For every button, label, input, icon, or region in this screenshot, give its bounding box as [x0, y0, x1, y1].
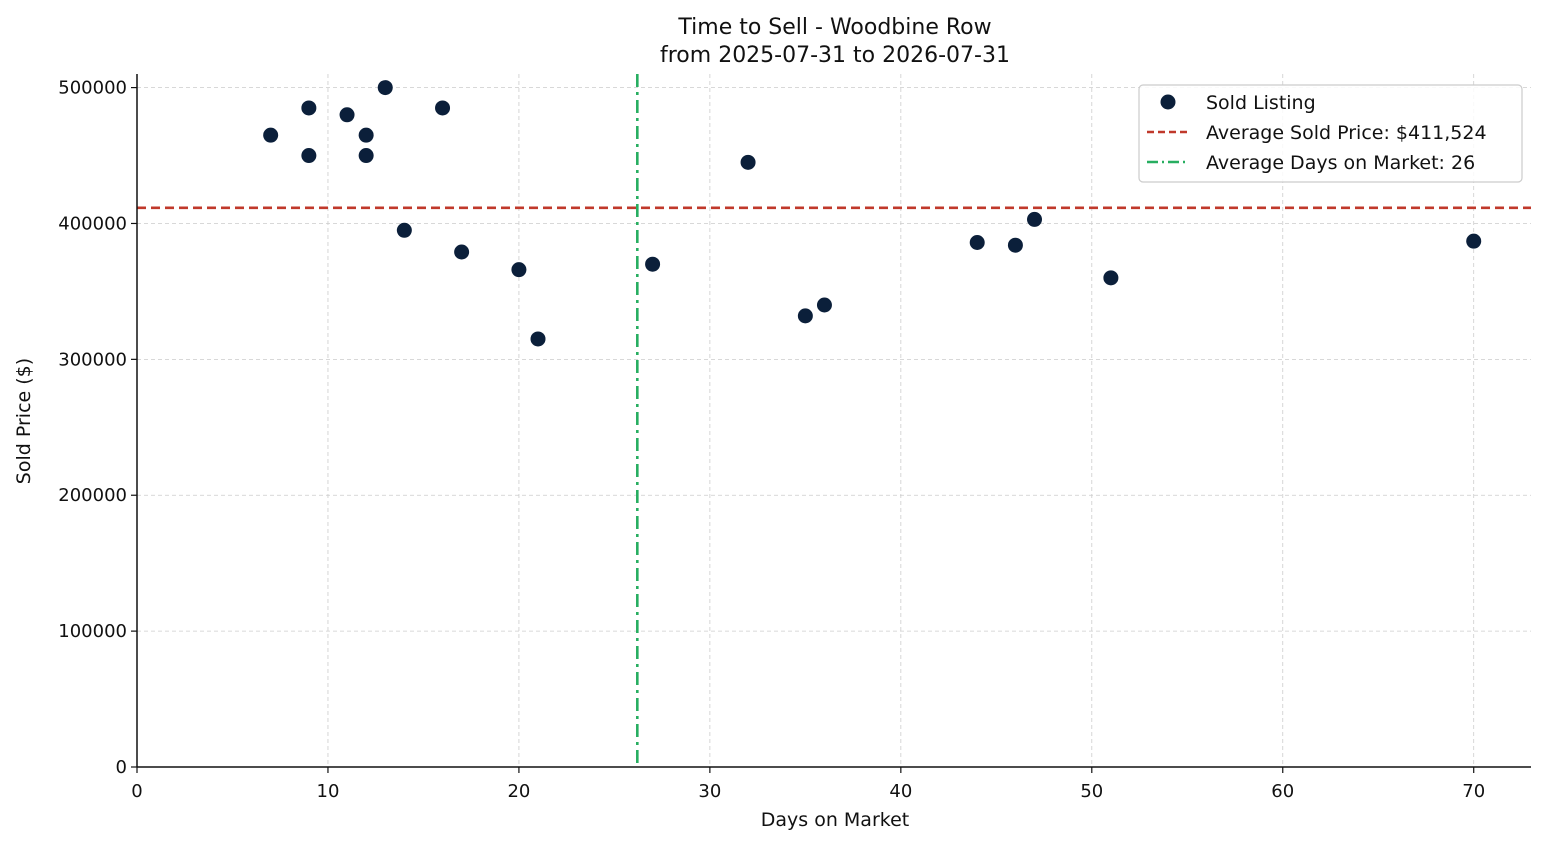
x-tick-label: 50	[1080, 781, 1103, 802]
y-tick-label: 200000	[58, 485, 127, 506]
chart-title: Time to Sell - Woodbine Row	[677, 15, 991, 40]
data-point	[645, 256, 661, 272]
data-point	[377, 80, 393, 96]
x-tick-label: 60	[1271, 781, 1294, 802]
x-tick-label: 40	[889, 781, 912, 802]
data-point	[1466, 233, 1482, 249]
legend-box	[1138, 84, 1523, 183]
chart-subtitle: from 2025-07-31 to 2026-07-31	[660, 43, 1010, 68]
y-tick-label: 0	[116, 757, 127, 778]
data-point	[301, 148, 317, 164]
data-point	[263, 127, 279, 143]
data-point	[969, 234, 985, 250]
data-point	[1103, 270, 1119, 286]
data-point	[435, 100, 451, 116]
x-tick-label: 10	[317, 781, 340, 802]
x-tick-label: 0	[131, 781, 142, 802]
data-points	[263, 80, 1482, 347]
y-axis-ticks: 0 100000 200000 300000 400000 500000	[58, 78, 137, 778]
data-point	[301, 100, 317, 116]
reference-lines	[137, 74, 1531, 767]
data-point	[1007, 237, 1023, 253]
x-tick-label: 20	[507, 781, 530, 802]
data-point	[740, 154, 756, 170]
y-tick-label: 500000	[58, 78, 127, 99]
x-tick-label: 70	[1462, 781, 1485, 802]
grid-lines	[137, 74, 1531, 767]
data-point	[358, 127, 374, 143]
data-point	[358, 148, 374, 164]
legend-marker-sold-listing	[1160, 94, 1176, 110]
data-point	[816, 297, 832, 313]
data-point	[511, 262, 527, 278]
y-tick-label: 300000	[58, 349, 127, 370]
x-axis-label: Days on Market	[761, 809, 909, 831]
data-point	[797, 308, 813, 324]
data-point	[454, 244, 470, 260]
legend-label-average-days: Average Days on Market: 26	[1206, 152, 1475, 174]
legend-label-sold-listing: Sold Listing	[1206, 92, 1316, 114]
legend-label-average-price: Average Sold Price: $411,524	[1206, 122, 1487, 144]
x-tick-label: 30	[698, 781, 721, 802]
legend: Sold Listing Average Sold Price: $411,52…	[1138, 84, 1523, 183]
data-point	[1027, 211, 1043, 227]
data-point	[530, 331, 546, 347]
data-point	[339, 107, 355, 123]
x-axis-ticks: 0 10 20 30 40 50 60 70	[131, 767, 1485, 802]
data-point	[396, 222, 412, 238]
y-axis-label: Sold Price ($)	[13, 358, 35, 484]
y-tick-label: 400000	[58, 213, 127, 234]
y-tick-label: 100000	[58, 621, 127, 642]
axes	[136, 74, 1531, 768]
